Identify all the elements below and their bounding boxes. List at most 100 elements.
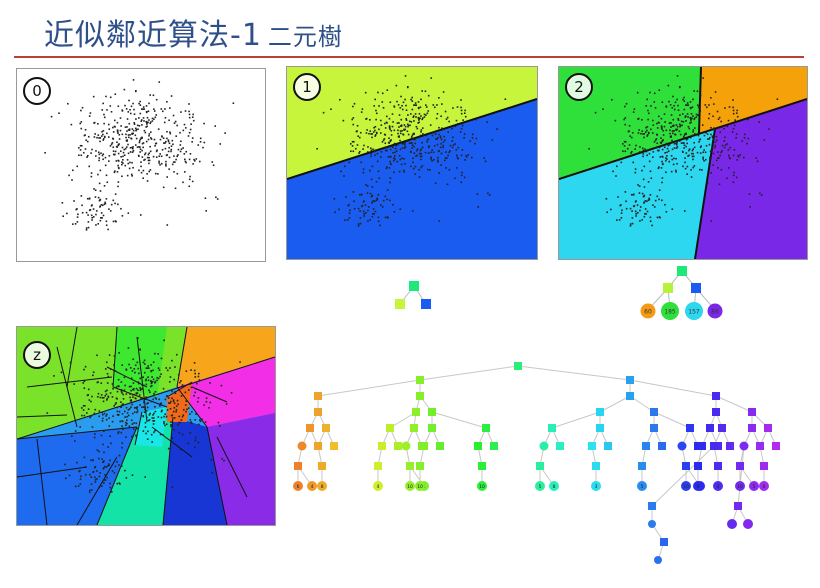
- data-point: [691, 134, 694, 137]
- data-point: [386, 89, 389, 91]
- data-point: [190, 369, 192, 371]
- data-point: [702, 77, 705, 79]
- data-point: [711, 136, 714, 139]
- data-point: [103, 135, 106, 138]
- data-point: [394, 158, 396, 160]
- leaf-count: 10: [479, 484, 485, 490]
- data-point: [404, 128, 407, 131]
- data-point: [675, 124, 678, 126]
- tree-leaf: [707, 303, 723, 319]
- data-point: [120, 406, 122, 408]
- data-point: [183, 171, 186, 173]
- data-point: [400, 95, 402, 98]
- data-point: [430, 77, 433, 79]
- data-point: [635, 215, 637, 217]
- data-point: [461, 149, 464, 151]
- data-point: [97, 134, 100, 136]
- data-point: [152, 155, 155, 158]
- data-point: [420, 129, 423, 131]
- data-point: [445, 118, 448, 120]
- data-point: [125, 424, 127, 427]
- data-point: [747, 118, 749, 121]
- data-point: [96, 449, 99, 451]
- data-point: [95, 150, 97, 152]
- data-point: [183, 123, 186, 126]
- data-point: [193, 394, 195, 397]
- data-point: [646, 134, 649, 136]
- data-point: [169, 131, 171, 133]
- data-point: [203, 404, 205, 406]
- data-point: [136, 146, 139, 148]
- data-point: [174, 391, 176, 393]
- data-point: [177, 403, 179, 406]
- data-point: [665, 157, 667, 159]
- data-point: [108, 417, 110, 419]
- data-point: [442, 141, 445, 143]
- data-point: [425, 106, 428, 108]
- data-point: [87, 388, 90, 391]
- data-point: [662, 129, 665, 132]
- data-point: [631, 131, 634, 134]
- data-point: [131, 146, 133, 149]
- data-point: [435, 138, 437, 140]
- data-point: [639, 209, 641, 212]
- data-point: [620, 161, 623, 164]
- data-point: [94, 196, 97, 198]
- data-point: [99, 219, 102, 222]
- data-point: [165, 415, 168, 418]
- data-point: [650, 177, 653, 180]
- data-point: [352, 105, 354, 108]
- data-point: [105, 198, 108, 200]
- data-point: [474, 142, 476, 145]
- data-point: [416, 127, 419, 130]
- data-point: [657, 115, 660, 118]
- data-point: [152, 361, 155, 364]
- data-point: [457, 157, 459, 160]
- leaf-count: 6: [763, 484, 766, 490]
- data-point: [109, 105, 112, 107]
- data-point: [93, 412, 96, 415]
- data-point: [634, 171, 637, 174]
- data-point: [646, 125, 649, 128]
- data-point: [174, 392, 177, 395]
- data-point: [364, 204, 367, 206]
- data-point: [723, 140, 726, 142]
- data-point: [421, 146, 424, 149]
- data-point: [100, 217, 102, 219]
- data-point: [145, 410, 148, 412]
- data-point: [92, 216, 95, 218]
- data-point: [195, 388, 198, 390]
- data-point: [121, 392, 123, 394]
- data-point: [644, 213, 646, 215]
- tree-edge: [715, 395, 753, 413]
- split-line: [17, 466, 88, 478]
- data-point: [131, 128, 134, 130]
- data-point: [452, 107, 454, 109]
- region: [695, 99, 807, 259]
- data-point: [121, 215, 124, 217]
- tree-node: [330, 442, 338, 450]
- data-point: [650, 128, 652, 131]
- data-point: [673, 142, 676, 145]
- data-point: [676, 142, 678, 144]
- data-point: [624, 191, 627, 193]
- data-point: [141, 384, 143, 386]
- tree-node: [314, 442, 322, 450]
- data-point: [460, 106, 462, 109]
- data-point: [643, 215, 646, 218]
- data-point: [391, 146, 394, 149]
- data-point: [393, 159, 395, 162]
- data-point: [149, 94, 151, 96]
- data-point: [693, 141, 695, 144]
- data-point: [364, 91, 367, 94]
- tree-leaf: [297, 441, 307, 451]
- data-point: [116, 410, 119, 413]
- data-point: [441, 127, 443, 129]
- data-point: [692, 158, 694, 161]
- data-point: [684, 115, 687, 117]
- data-point: [114, 153, 116, 156]
- tree-node: [736, 462, 744, 470]
- data-point: [405, 119, 408, 121]
- data-point: [635, 212, 638, 215]
- data-point: [187, 135, 190, 137]
